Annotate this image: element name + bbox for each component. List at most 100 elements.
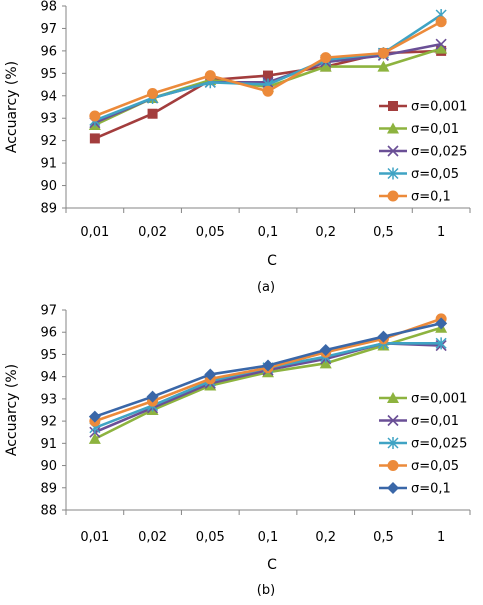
chart-a: 89 90 91 92 93 94 95 96 97 98 0,01 0,02 0,05 0,1 0,2 0,… bbox=[4, 0, 471, 295]
series-1 bbox=[89, 337, 447, 438]
legend-label: σ=0,001 bbox=[411, 392, 467, 407]
legend-item: σ=0,01 bbox=[379, 122, 459, 137]
x-tick-label: 0,02 bbox=[138, 225, 167, 240]
data-point bbox=[435, 337, 447, 350]
data-point bbox=[263, 70, 273, 81]
legend-label: σ=0,025 bbox=[411, 437, 467, 452]
y-tick-label: 98 bbox=[40, 0, 57, 15]
legend-item: σ=0,1 bbox=[379, 190, 451, 205]
legend-marker bbox=[387, 460, 399, 471]
legend-marker bbox=[387, 414, 399, 427]
data-point bbox=[435, 38, 447, 50]
series-4 bbox=[88, 317, 448, 423]
x-tick-label: 0,1 bbox=[258, 225, 279, 240]
x-tick-label: 0,2 bbox=[315, 530, 336, 545]
data-point bbox=[88, 432, 101, 444]
legend-item: σ=0,1 bbox=[379, 482, 451, 497]
data-point bbox=[435, 42, 448, 54]
y-axis-title: Accuarcy (%) bbox=[4, 364, 20, 456]
legend-item: σ=0,05 bbox=[379, 167, 459, 182]
y-tick-label: 96 bbox=[40, 44, 57, 59]
legend: σ=0,001 σ=0,01 σ=0,025 σ=0,05 σ=0,1 bbox=[379, 100, 467, 205]
data-point bbox=[88, 410, 101, 423]
data-point bbox=[377, 60, 390, 72]
legend-label: σ=0,01 bbox=[411, 122, 459, 137]
y-tick-label: 94 bbox=[40, 370, 57, 385]
legend-item: σ=0,05 bbox=[379, 459, 459, 474]
legend-label: σ=0,05 bbox=[411, 167, 459, 182]
data-point bbox=[319, 357, 332, 369]
legend-item: σ=0,001 bbox=[379, 392, 467, 407]
x-tick-label: 0,05 bbox=[196, 225, 225, 240]
series-line bbox=[94, 342, 442, 434]
y-tick-label: 94 bbox=[40, 89, 57, 104]
legend-marker bbox=[387, 122, 399, 134]
y-tick-label: 88 bbox=[40, 504, 57, 519]
legend-marker bbox=[387, 482, 399, 494]
x-axis-title: C bbox=[267, 253, 277, 269]
legend-item: σ=0,001 bbox=[379, 100, 467, 115]
x-tick-label: 0,01 bbox=[80, 530, 109, 545]
y-tick-label: 90 bbox=[40, 179, 57, 194]
legend-label: σ=0,025 bbox=[411, 145, 467, 160]
legend-item: σ=0,025 bbox=[379, 437, 467, 452]
x-tick-label: 0,05 bbox=[196, 530, 225, 545]
y-tick-label: 92 bbox=[40, 415, 57, 430]
data-point bbox=[204, 368, 217, 381]
legend-marker bbox=[388, 101, 398, 111]
y-tick-label: 95 bbox=[40, 67, 57, 82]
data-point bbox=[262, 359, 274, 372]
y-tick-label: 89 bbox=[40, 202, 57, 217]
data-point bbox=[319, 344, 332, 356]
series-line bbox=[94, 342, 442, 429]
legend-label: σ=0,001 bbox=[411, 100, 467, 115]
legend-label: σ=0,1 bbox=[411, 482, 451, 497]
data-point bbox=[89, 110, 101, 122]
y-tick-label: 92 bbox=[40, 134, 57, 149]
y-tick-label: 91 bbox=[40, 437, 57, 452]
x-tick-label: 1 bbox=[437, 225, 445, 240]
series-0 bbox=[88, 321, 448, 444]
data-point bbox=[147, 88, 159, 100]
x-tick-label: 1 bbox=[437, 530, 445, 545]
legend-item: σ=0,01 bbox=[379, 414, 459, 429]
legend-marker bbox=[387, 392, 399, 403]
data-point bbox=[377, 47, 389, 59]
data-point bbox=[319, 60, 332, 72]
x-tick-label: 0,2 bbox=[315, 225, 336, 240]
y-tick-label: 93 bbox=[40, 112, 57, 127]
figure-caption: (b) bbox=[257, 583, 275, 598]
x-tick-label: 0,1 bbox=[258, 530, 279, 545]
legend-label: σ=0,1 bbox=[411, 190, 451, 205]
chart-b: 88 89 90 91 92 93 94 95 96 97 0,01 0,02 0,05 0,1 0,2 0,… bbox=[4, 304, 471, 598]
data-point bbox=[320, 52, 332, 64]
y-tick-label: 97 bbox=[40, 22, 57, 37]
series-4 bbox=[89, 16, 447, 122]
x-tick-label: 0,01 bbox=[80, 225, 109, 240]
data-point bbox=[435, 317, 448, 330]
x-tick-label: 0,5 bbox=[373, 225, 394, 240]
x-tick-label: 0,5 bbox=[373, 530, 394, 545]
y-tick-label: 90 bbox=[40, 459, 57, 474]
legend-marker bbox=[387, 437, 399, 449]
legend: σ=0,001 σ=0,01 σ=0,025 σ=0,05 σ=0,1 bbox=[379, 392, 467, 497]
y-tick-label: 96 bbox=[40, 326, 57, 341]
y-tick-label: 91 bbox=[40, 157, 57, 172]
y-tick-label: 95 bbox=[40, 348, 57, 363]
legend-marker bbox=[387, 167, 399, 180]
legend-marker bbox=[387, 145, 399, 157]
x-axis-title: C bbox=[267, 557, 277, 573]
legend-marker bbox=[387, 190, 399, 202]
x-tick-label: 0,02 bbox=[138, 530, 167, 545]
y-tick-label: 89 bbox=[40, 481, 57, 496]
data-point bbox=[262, 85, 274, 97]
figure-caption: (a) bbox=[257, 280, 275, 295]
data-point bbox=[89, 133, 100, 144]
data-point bbox=[204, 70, 216, 82]
legend-label: σ=0,01 bbox=[411, 414, 459, 429]
legend-item: σ=0,025 bbox=[379, 145, 467, 160]
legend-label: σ=0,05 bbox=[411, 459, 459, 474]
y-tick-label: 97 bbox=[40, 304, 57, 319]
